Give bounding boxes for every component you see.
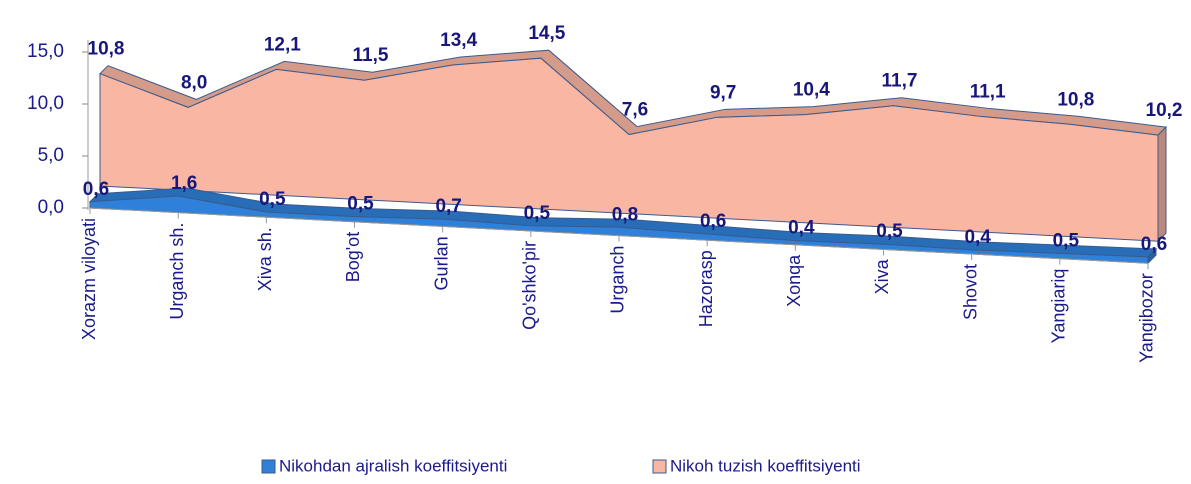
x-tick-label: Yangibozor bbox=[1137, 273, 1157, 363]
x-tick-label: Urganch bbox=[608, 246, 628, 314]
value-label: 0,4 bbox=[788, 218, 815, 239]
x-tick-label: Urganch sh. bbox=[167, 223, 187, 320]
value-label: 14,5 bbox=[528, 23, 565, 44]
value-label: 10,8 bbox=[1057, 89, 1094, 110]
x-tick-label: Shovot bbox=[960, 264, 980, 320]
value-label: 0,5 bbox=[347, 194, 374, 215]
x-tick-label: Xiva sh. bbox=[255, 227, 275, 291]
value-label: 0,5 bbox=[1053, 230, 1080, 251]
value-label: 10,4 bbox=[793, 80, 830, 101]
value-label: 0,6 bbox=[1141, 234, 1167, 255]
y-tick-label: 0,0 bbox=[38, 197, 64, 218]
value-label: 13,4 bbox=[440, 30, 477, 51]
legend-label: Nikohdan ajralish koeffitsiyenti bbox=[279, 456, 507, 475]
value-label: 0,8 bbox=[612, 204, 638, 225]
y-tick-label: 10,0 bbox=[27, 93, 64, 114]
value-label: 8,0 bbox=[181, 72, 207, 93]
area bbox=[89, 195, 1149, 264]
value-label: 12,1 bbox=[264, 34, 301, 55]
x-tick-label: Yangiariq bbox=[1049, 269, 1069, 344]
value-label: 11,7 bbox=[882, 71, 918, 92]
x-tick-label: Xonqa bbox=[784, 254, 804, 307]
value-label: 1,6 bbox=[171, 173, 197, 194]
value-label: 0,6 bbox=[700, 211, 726, 232]
x-tick-label: Qo'shko'pir bbox=[520, 241, 540, 330]
legend-label: Nikoh tuzish koeffitsiyenti bbox=[670, 456, 861, 475]
value-label: 0,7 bbox=[435, 196, 461, 217]
value-label: 7,6 bbox=[622, 100, 648, 121]
x-tick-label: Xiva bbox=[872, 258, 892, 294]
value-label: 0,5 bbox=[524, 203, 551, 224]
value-label: 11,1 bbox=[970, 82, 1006, 103]
y-tick-label: 5,0 bbox=[38, 145, 64, 166]
value-label: 0,4 bbox=[964, 227, 991, 248]
value-label: 0,5 bbox=[259, 189, 286, 210]
x-tick-label: Bog'ot bbox=[343, 232, 363, 282]
value-label: 9,7 bbox=[710, 82, 736, 103]
legend-swatch bbox=[261, 459, 276, 474]
y-tick-label: 15,0 bbox=[27, 41, 64, 62]
x-tick-label: Hazorasp bbox=[696, 250, 716, 327]
legend-swatch bbox=[652, 459, 667, 474]
x-tick-label: Xorazm viloyati bbox=[79, 218, 99, 340]
value-label: 10,8 bbox=[88, 39, 125, 60]
value-label: 11,5 bbox=[353, 45, 389, 66]
area bbox=[99, 57, 1159, 242]
value-label: 0,6 bbox=[83, 179, 109, 200]
value-label: 0,5 bbox=[876, 221, 903, 242]
area-side bbox=[1157, 125, 1167, 243]
x-tick-label: Gurlan bbox=[431, 236, 451, 290]
value-label: 10,2 bbox=[1146, 100, 1183, 121]
